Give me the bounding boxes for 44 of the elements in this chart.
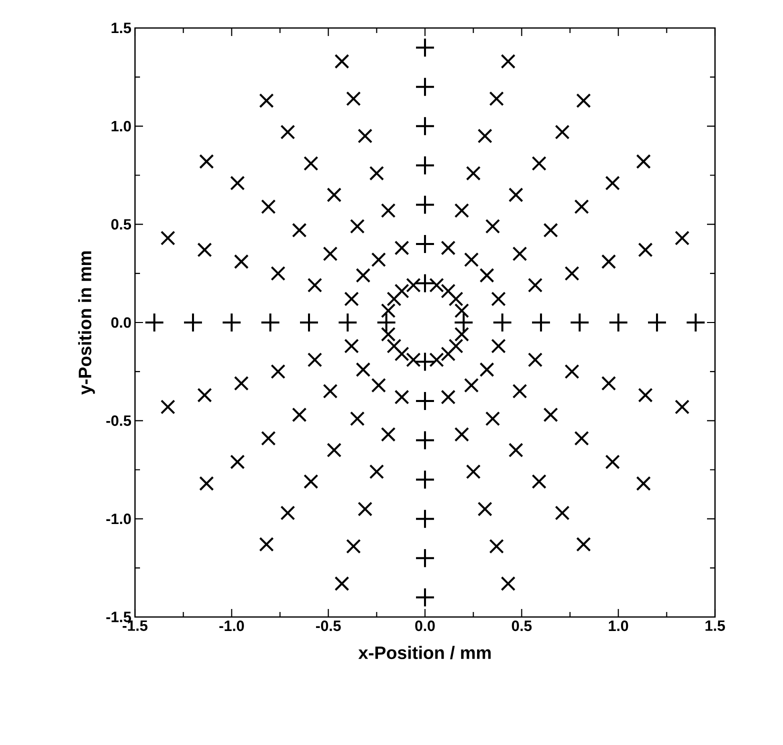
point bbox=[415, 508, 436, 529]
x-tick-label: -1.5 bbox=[122, 620, 148, 631]
x-tick-label: -1.0 bbox=[219, 620, 244, 632]
y-tick-label: 1.0 bbox=[112, 120, 131, 132]
point bbox=[415, 430, 436, 450]
y-tick-label: -1.0 bbox=[106, 514, 131, 524]
point bbox=[415, 391, 436, 412]
point bbox=[415, 470, 436, 490]
point bbox=[338, 312, 358, 332]
point bbox=[686, 312, 706, 332]
x-tick-label: 0.5 bbox=[512, 620, 532, 632]
x-axis-title: x-Position / mm bbox=[358, 646, 491, 660]
y-tick-label: 0.0 bbox=[111, 317, 131, 328]
point bbox=[415, 155, 436, 176]
point bbox=[415, 587, 436, 608]
point bbox=[415, 76, 436, 97]
x-tick-label: 0.0 bbox=[415, 620, 435, 632]
point bbox=[415, 548, 436, 568]
point bbox=[376, 312, 396, 332]
point bbox=[144, 312, 164, 332]
point bbox=[415, 273, 436, 294]
point bbox=[299, 312, 320, 332]
point bbox=[222, 312, 242, 332]
point bbox=[260, 312, 280, 332]
point bbox=[415, 194, 436, 215]
x-tick-label: 1.0 bbox=[608, 620, 628, 632]
point bbox=[183, 312, 203, 332]
point bbox=[454, 312, 474, 332]
y-tick-label: -1.5 bbox=[106, 612, 132, 622]
point bbox=[647, 312, 668, 332]
point bbox=[415, 352, 436, 372]
point bbox=[415, 38, 436, 58]
y-tick-label: 1.5 bbox=[112, 22, 132, 34]
point bbox=[415, 234, 436, 254]
x-tick-label: 1.5 bbox=[706, 620, 725, 631]
point bbox=[608, 312, 628, 332]
point bbox=[570, 312, 590, 332]
point bbox=[531, 312, 552, 332]
y-tick-label: -0.5 bbox=[106, 415, 132, 426]
point bbox=[415, 116, 436, 136]
x-tick-label: -0.5 bbox=[316, 620, 341, 632]
y-axis-title: y-Position in mm bbox=[78, 251, 95, 395]
y-tick-label: 0.5 bbox=[111, 219, 132, 230]
point bbox=[492, 312, 512, 332]
